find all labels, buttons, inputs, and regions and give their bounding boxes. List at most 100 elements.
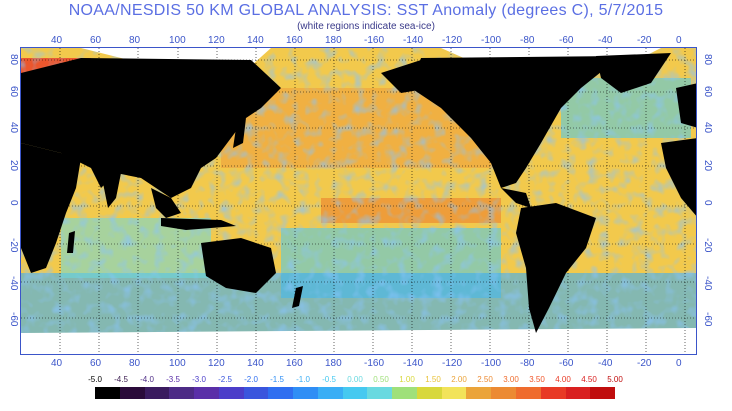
longitude-label: -120: [442, 35, 463, 46]
color-scale-tick-label: -2.5: [218, 375, 232, 384]
color-scale-tick-label: -2.0: [244, 375, 258, 384]
color-scale-swatch: [95, 387, 120, 399]
longitude-label: -40: [598, 358, 613, 369]
color-scale-tick-label: -3.0: [192, 375, 206, 384]
longitude-label: 160: [286, 358, 303, 369]
latitude-label: 80: [8, 54, 19, 66]
color-scale-swatch: [565, 387, 591, 399]
indonesia: [161, 218, 236, 230]
color-scale-swatch: [119, 387, 145, 399]
latitude-label: 60: [8, 86, 19, 98]
longitude-label: -20: [637, 358, 652, 369]
longitude-label: -140: [403, 358, 424, 369]
graticule: [21, 48, 696, 354]
color-scale-tick-label: 5.00: [607, 375, 623, 384]
india: [101, 173, 121, 208]
sst-map-svg: [21, 48, 696, 354]
longitude-label: -140: [403, 35, 424, 46]
color-scale-swatch: [441, 387, 467, 399]
southeast-asia: [151, 188, 181, 218]
longitude-label: 40: [51, 358, 63, 369]
color-scale-tick-label: -1.0: [296, 375, 310, 384]
latitude-label: -60: [702, 312, 713, 327]
madagascar: [67, 231, 75, 253]
longitude-label: -160: [364, 358, 385, 369]
map-title: NOAA/NESDIS 50 KM GLOBAL ANALYSIS: SST A…: [68, 2, 664, 19]
longitude-label: 60: [90, 358, 102, 369]
longitude-label: -100: [481, 358, 502, 369]
color-scale-swatch: [416, 387, 442, 399]
latitude-label: -40: [702, 276, 713, 291]
longitude-label: 0: [676, 35, 682, 46]
color-scale-swatch: [293, 387, 318, 399]
color-scale-swatch: [218, 387, 244, 399]
latitude-label: 0: [8, 200, 19, 206]
color-scale-tick-label: 4.50: [581, 375, 597, 384]
africa-west: [661, 138, 696, 216]
latitude-label: 20: [702, 160, 713, 172]
map-subtitle: (white regions indicate sea-ice): [297, 21, 435, 32]
longitude-label: 80: [129, 358, 141, 369]
color-scale-tick-label: -5.0: [88, 375, 102, 384]
alaska: [381, 60, 431, 93]
latitude-label: -20: [8, 238, 19, 253]
longitude-label: 160: [286, 35, 303, 46]
latitude-label: -20: [702, 238, 713, 253]
latitude-label: -40: [8, 276, 19, 291]
latitude-label: 40: [8, 122, 19, 134]
color-scale-swatch: [392, 387, 417, 399]
color-scale-swatch: [317, 387, 343, 399]
latitude-label: 60: [702, 86, 713, 98]
africa: [21, 143, 81, 273]
longitude-label: -40: [598, 35, 613, 46]
central-america: [501, 188, 531, 208]
north-america: [411, 56, 621, 188]
longitude-label: 0: [676, 358, 682, 369]
longitude-label: -80: [520, 35, 535, 46]
color-scale-swatch: [491, 387, 517, 399]
latitude-label: 80: [702, 54, 713, 66]
color-scale-swatch: [590, 387, 616, 399]
longitude-label: -60: [559, 35, 574, 46]
color-scale-tick-label: 4.00: [555, 375, 571, 384]
latitude-label: 40: [702, 122, 713, 134]
longitude-label: 120: [208, 35, 225, 46]
longitude-label: -120: [442, 358, 463, 369]
color-scale-tick-label: 3.50: [529, 375, 545, 384]
color-scale-bar: [95, 387, 616, 399]
latitude-label: 0: [702, 200, 713, 206]
greenland: [596, 53, 671, 93]
color-scale-tick-label: 0.50: [373, 375, 389, 384]
longitude-label: 180: [325, 35, 342, 46]
color-scale-swatch: [169, 387, 195, 399]
color-scale-swatch: [268, 387, 294, 399]
color-scale-tick-label: 2.00: [451, 375, 467, 384]
color-scale-tick-label: -4.5: [114, 375, 128, 384]
color-scale-swatch: [367, 387, 393, 399]
color-scale-swatch: [466, 387, 492, 399]
color-scale-swatch: [540, 387, 566, 399]
south-america: [516, 203, 596, 333]
europe-west: [676, 83, 696, 128]
color-scale-swatch: [194, 387, 219, 399]
longitude-label: 100: [169, 35, 186, 46]
color-scale-swatch: [342, 387, 368, 399]
longitude-label: 60: [90, 35, 102, 46]
longitude-label: 120: [208, 358, 225, 369]
longitude-label: -20: [637, 35, 652, 46]
color-scale-tick-label: -4.0: [140, 375, 154, 384]
color-scale-tick-label: 0.00: [347, 375, 363, 384]
color-scale-swatch: [243, 387, 269, 399]
sst-anomaly-map: [20, 47, 697, 355]
australia: [201, 238, 276, 293]
color-scale-tick-label: -3.5: [166, 375, 180, 384]
color-scale-tick-label: -0.5: [322, 375, 336, 384]
latitude-label: -60: [8, 312, 19, 327]
color-scale: -5.0 -4.5 -4.0 -3.5 -3.0 -2.5 -2.0 -1.5 -1.0 -0.5…: [88, 375, 623, 405]
longitude-label: 100: [169, 358, 186, 369]
longitude-label: 180: [325, 358, 342, 369]
color-scale-tick-label: -1.5: [270, 375, 284, 384]
longitude-label: 40: [51, 35, 63, 46]
color-scale-tick-label: 1.50: [425, 375, 441, 384]
longitude-label: -60: [559, 358, 574, 369]
